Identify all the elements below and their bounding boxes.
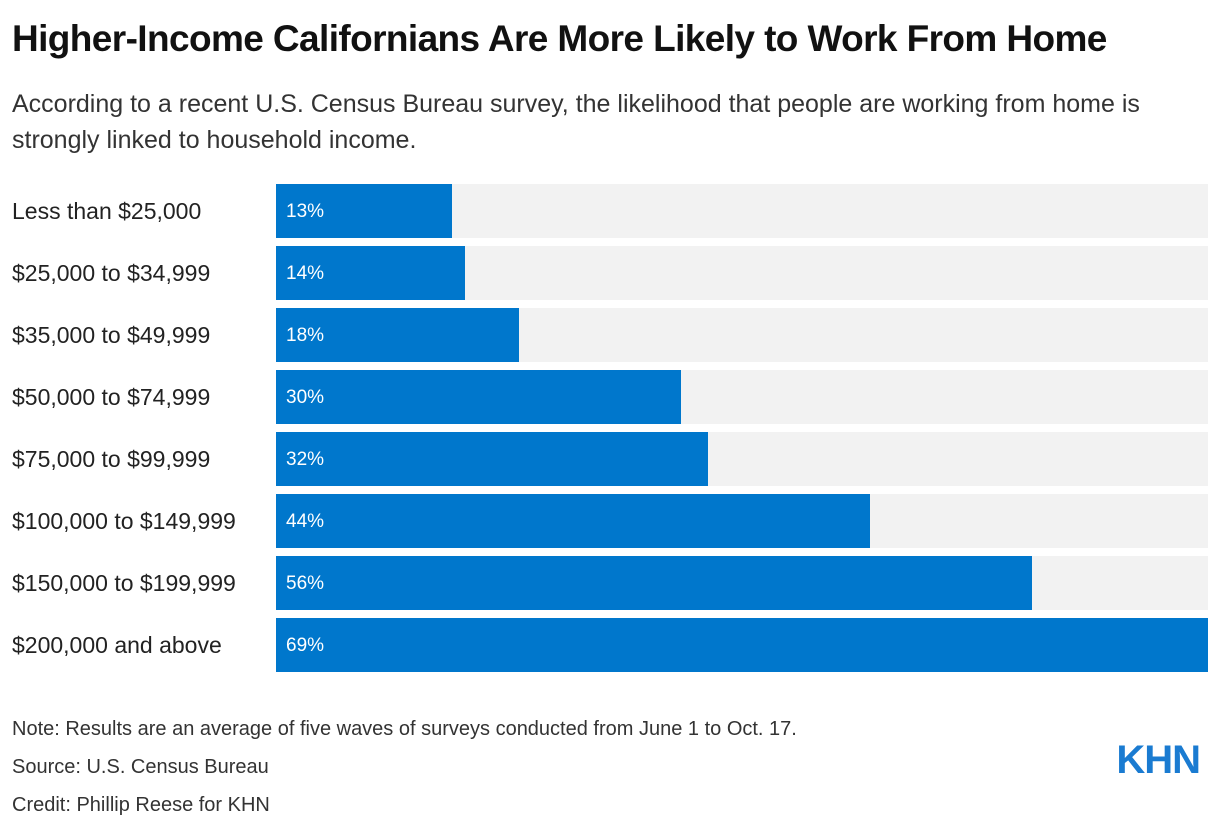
bar-row: $150,000 to $199,999 56% <box>0 556 1220 610</box>
bar-track: 69% <box>276 618 1208 672</box>
data-label: 14% <box>286 263 325 284</box>
bar: 13% <box>276 184 452 238</box>
bar-row: $100,000 to $149,999 44% <box>0 494 1220 548</box>
category-label: Less than $25,000 <box>12 198 202 224</box>
data-label: 56% <box>286 573 325 594</box>
bar-row: $75,000 to $99,999 32% <box>0 432 1220 486</box>
bar: 56% <box>276 556 1032 610</box>
bar-track: 13% <box>276 184 1208 238</box>
chart-title: Higher-Income Californians Are More Like… <box>12 18 1107 59</box>
bar-row: $50,000 to $74,999 30% <box>0 370 1220 424</box>
bar-track: 44% <box>276 494 1208 548</box>
bar-row: $200,000 and above 69% <box>0 618 1220 672</box>
note-text: Note: Results are an average of five wav… <box>12 718 797 740</box>
bar: 14% <box>276 246 465 300</box>
bar: 69% <box>276 618 1208 672</box>
data-label: 32% <box>286 449 325 470</box>
credit-text: Credit: Phillip Reese for KHN <box>12 794 270 816</box>
category-label: $25,000 to $34,999 <box>12 260 211 286</box>
category-label: $100,000 to $149,999 <box>12 508 236 534</box>
chart-notes: Note: Results are an average of five wav… <box>12 710 1012 824</box>
chart-subtitle: According to a recent U.S. Census Bureau… <box>12 90 1140 154</box>
data-label: 30% <box>286 387 325 408</box>
bar-track: 32% <box>276 432 1208 486</box>
category-label: $200,000 and above <box>12 632 222 658</box>
bar: 44% <box>276 494 870 548</box>
data-label: 13% <box>286 201 325 222</box>
bar-track: 14% <box>276 246 1208 300</box>
data-label: 18% <box>286 325 325 346</box>
bar-track: 30% <box>276 370 1208 424</box>
bar-row: $25,000 to $34,999 14% <box>0 246 1220 300</box>
bar-track: 56% <box>276 556 1208 610</box>
category-label: $35,000 to $49,999 <box>12 322 211 348</box>
data-label: 44% <box>286 511 325 532</box>
bar: 32% <box>276 432 708 486</box>
bar-row: $35,000 to $49,999 18% <box>0 308 1220 362</box>
category-label: $150,000 to $199,999 <box>12 570 236 596</box>
bar: 18% <box>276 308 519 362</box>
bar-row: Less than $25,000 13% <box>0 184 1220 238</box>
bar-chart: Less than $25,000 13% $25,000 to $34,999 14… <box>0 184 1220 674</box>
khn-logo: KHN <box>1116 738 1201 782</box>
category-label: $75,000 to $99,999 <box>12 446 211 472</box>
source-text: Source: U.S. Census Bureau <box>12 756 269 778</box>
bar: 30% <box>276 370 681 424</box>
category-label: $50,000 to $74,999 <box>12 384 211 410</box>
data-label: 69% <box>286 635 325 656</box>
bar-track: 18% <box>276 308 1208 362</box>
